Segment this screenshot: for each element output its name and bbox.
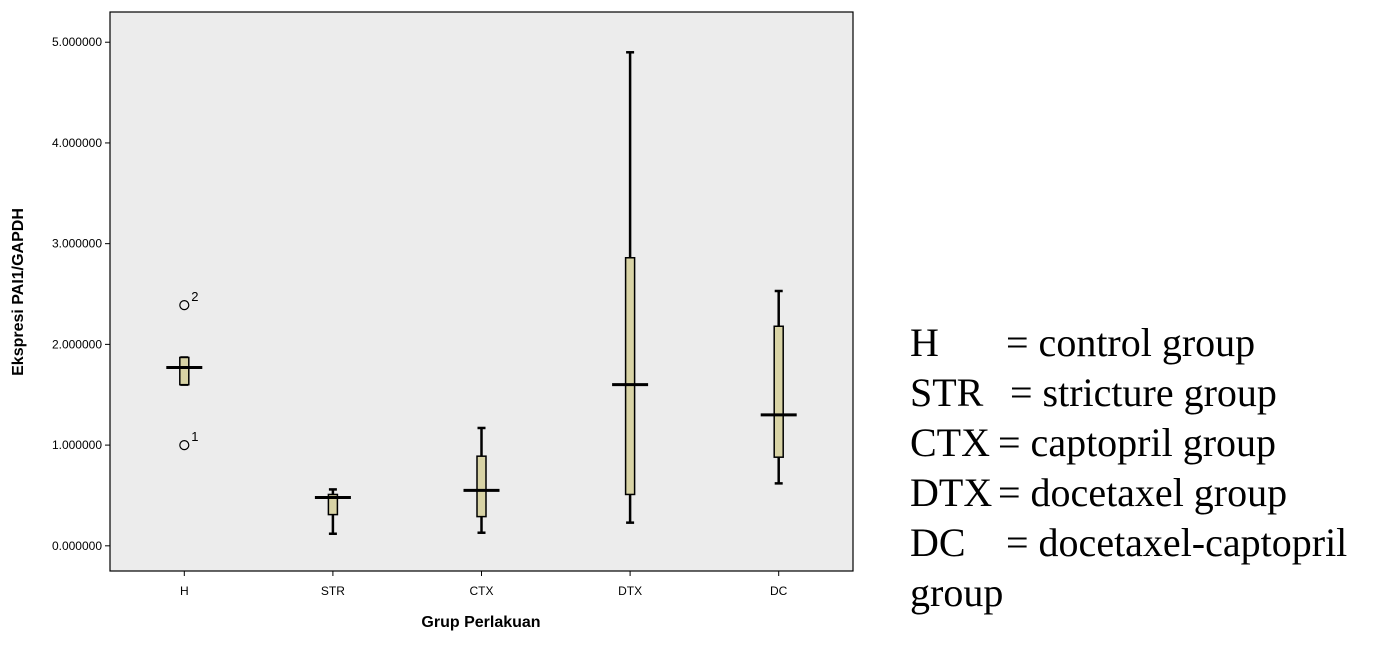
legend-item: DTX = docetaxel group (910, 468, 1347, 518)
legend-item: CTX = captopril group (910, 418, 1347, 468)
box-iqr (773, 325, 784, 458)
legend-description: = docetaxel-captopril (1006, 520, 1348, 565)
y-tick-label: 0.000000 (52, 539, 102, 553)
legend-abbr: CTX (910, 420, 990, 465)
x-tick-label: H (180, 584, 189, 598)
y-tick-label: 2.000000 (52, 337, 102, 351)
legend-item: DC = docetaxel-captopril (910, 518, 1347, 568)
legend-abbr: DTX (910, 470, 993, 515)
legend-item: STR = stricture group (910, 368, 1347, 418)
group-legend: H = control group STR = stricture group CTX =… (910, 318, 1347, 618)
box-dtx (612, 51, 649, 524)
legend-abbr: STR (910, 370, 984, 415)
x-tick-label: STR (321, 584, 345, 598)
legend-abbr: H (910, 320, 939, 365)
legend-item: H = control group (910, 318, 1347, 368)
x-axis: H STR CTX DTX DC (180, 571, 788, 598)
box-iqr (327, 493, 339, 516)
box-str (314, 488, 351, 535)
legend-description: = docetaxel group (998, 470, 1288, 515)
x-tick-label: DTX (618, 584, 642, 598)
y-tick-label: 1.000000 (52, 438, 102, 452)
box-dc (760, 289, 797, 485)
y-axis-title: Ekspresi PAI1/GAPDH (10, 208, 27, 376)
box-iqr (476, 455, 487, 518)
box-iqr (179, 356, 190, 386)
legend-description: group (910, 570, 1004, 615)
y-tick-label: 4.000000 (52, 136, 102, 150)
x-tick-label: DC (770, 584, 788, 598)
outlier-point (179, 299, 190, 311)
outlier-label: 1 (191, 429, 198, 444)
x-axis-title: Grup Perlakuan (421, 614, 540, 631)
legend-item: group (910, 568, 1347, 618)
outlier-label: 2 (191, 289, 198, 304)
outlier-point (179, 439, 190, 451)
legend-description: = control group (1006, 320, 1256, 365)
legend-abbr: DC (910, 520, 966, 565)
boxes-group: 21 (166, 51, 797, 535)
box-ctx (463, 426, 500, 534)
y-axis: 0.000000 1.000000 2.000000 3.000000 4.000000… (52, 35, 110, 553)
box-h: 21 (166, 289, 203, 451)
x-tick-label: CTX (470, 584, 494, 598)
boxplot-chart: 0.000000 1.000000 2.000000 3.000000 4.000000… (10, 11, 854, 631)
legend-description: = captopril group (998, 420, 1277, 465)
y-tick-label: 3.000000 (52, 237, 102, 251)
box-iqr (624, 257, 636, 496)
legend-description: = stricture group (1010, 370, 1277, 415)
y-tick-label: 5.000000 (52, 35, 102, 49)
